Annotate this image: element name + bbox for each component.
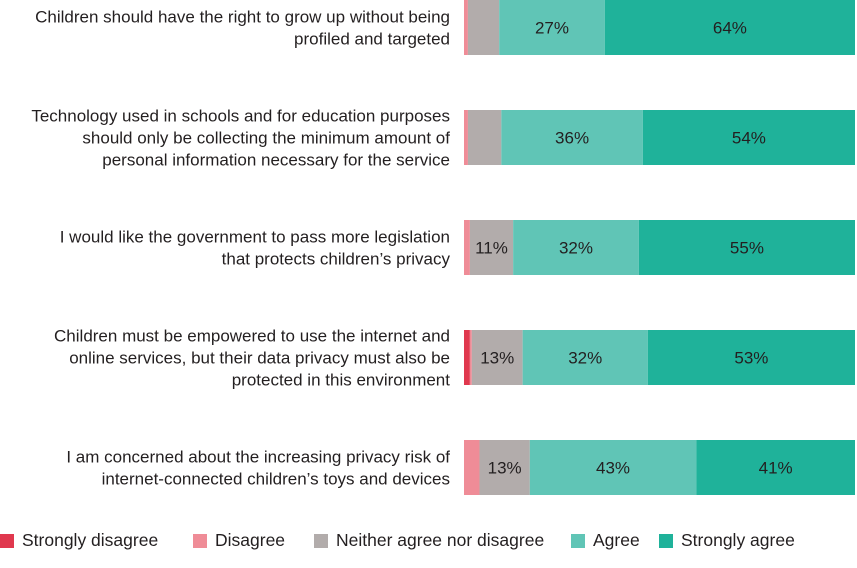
data-label: 13% xyxy=(480,349,514,368)
data-label: 32% xyxy=(559,239,593,258)
legend-swatch xyxy=(0,533,14,548)
data-label: 13% xyxy=(488,459,522,478)
bar-segment xyxy=(499,0,605,55)
data-label: 64% xyxy=(713,19,747,38)
bar-segment xyxy=(513,220,639,275)
chart-legend: Strongly disagree Disagree Neither agree n… xyxy=(0,530,857,558)
bar-segment xyxy=(464,0,468,55)
bar-segment xyxy=(467,0,500,55)
legend-item: Disagree xyxy=(193,530,285,551)
legend-item: Strongly disagree xyxy=(0,530,158,551)
legend-swatch xyxy=(193,533,207,548)
bar-segment xyxy=(464,110,468,165)
data-label: 32% xyxy=(568,349,602,368)
category-label: Technology used in schools and for educa… xyxy=(31,107,450,170)
legend-item: Agree xyxy=(571,530,640,551)
data-label: 54% xyxy=(732,129,766,148)
category-label: Children should have the right to grow u… xyxy=(35,8,450,49)
data-label: 41% xyxy=(759,459,793,478)
bar-segment xyxy=(471,330,523,385)
bar-segment xyxy=(647,330,855,385)
bar-segment xyxy=(696,440,855,495)
bar-segment xyxy=(522,330,648,385)
legend-item: Neither agree nor disagree xyxy=(314,530,544,551)
legend-swatch xyxy=(659,533,673,548)
stacked-bar-chart: Children should have the right to grow u… xyxy=(31,0,855,495)
bar-segment xyxy=(464,220,470,275)
legend-swatch xyxy=(571,533,585,548)
category-label: I am concerned about the increasing priv… xyxy=(66,448,450,489)
legend-swatch xyxy=(314,533,328,548)
bar-segment xyxy=(467,110,502,165)
data-label: 36% xyxy=(555,129,589,148)
data-label: 27% xyxy=(535,19,569,38)
bar-segment xyxy=(479,440,530,495)
data-label: 43% xyxy=(596,459,630,478)
legend-label: Disagree xyxy=(215,530,286,550)
data-label: 55% xyxy=(730,239,764,258)
bar-segment xyxy=(529,440,697,495)
bar-segment xyxy=(642,110,855,165)
category-label: Children must be empowered to use the in… xyxy=(54,327,450,390)
data-label: 53% xyxy=(734,349,768,368)
bar-segment xyxy=(464,440,480,495)
bar-segment xyxy=(469,220,514,275)
bar-segment xyxy=(464,330,470,385)
legend-label: Strongly agree xyxy=(681,530,795,550)
legend-label: Agree xyxy=(593,530,640,550)
legend-label: Strongly disagree xyxy=(22,530,159,550)
legend-item: Strongly agree xyxy=(659,530,795,551)
bar-segment xyxy=(469,330,472,385)
bar-segment xyxy=(501,110,643,165)
legend-label: Neither agree nor disagree xyxy=(336,530,545,550)
bar-segment xyxy=(604,0,855,55)
bar-segment xyxy=(638,220,855,275)
category-label: I would like the government to pass more… xyxy=(60,228,451,269)
data-label: 11% xyxy=(475,239,508,258)
